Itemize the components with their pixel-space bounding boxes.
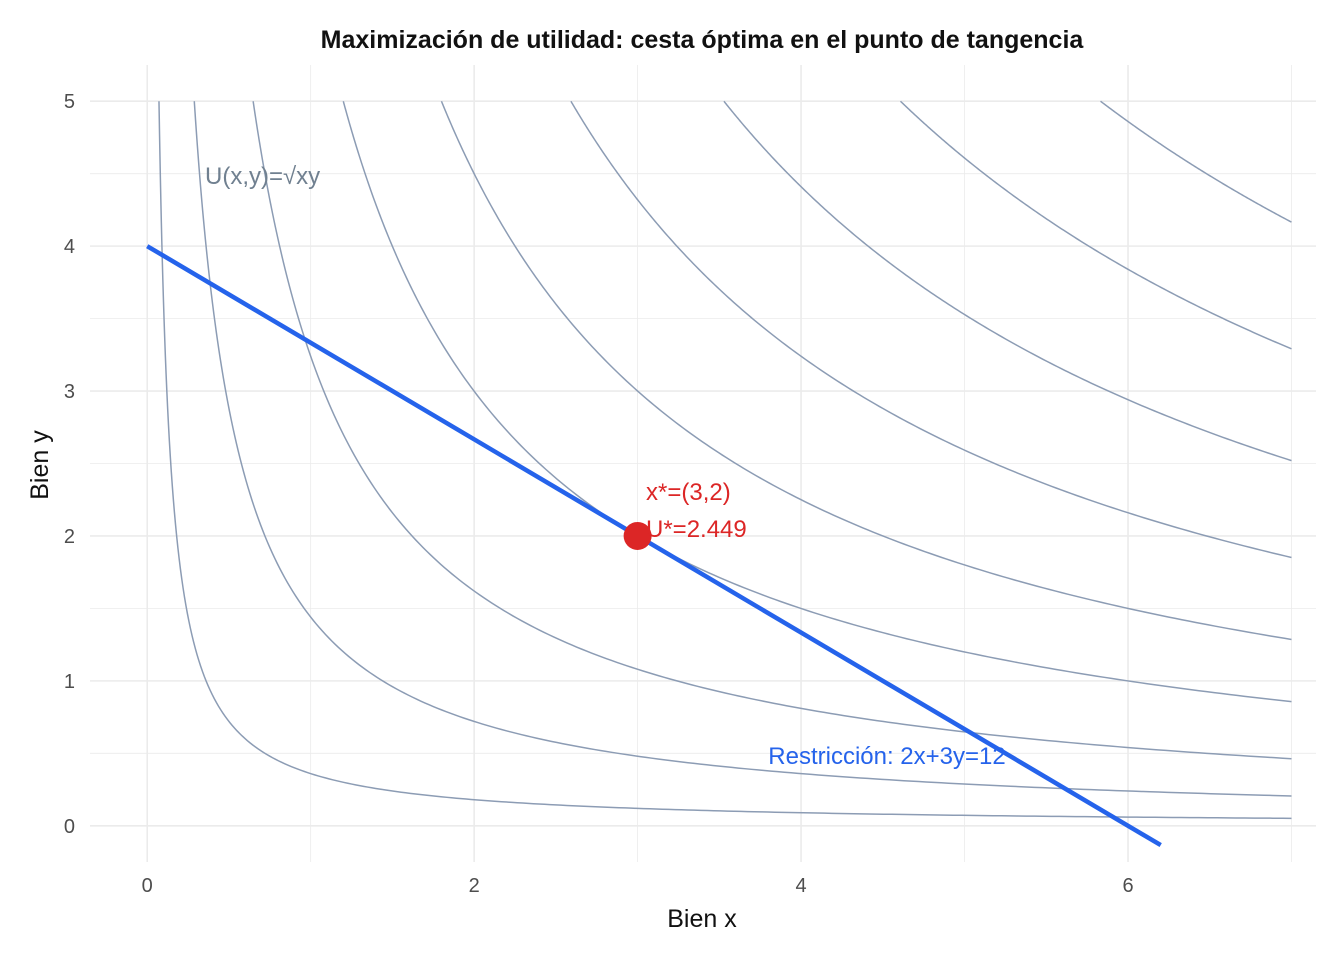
indifference-curve: [440, 100, 1292, 641]
indifference-curve: [342, 100, 1292, 703]
y-tick-label: 3: [64, 381, 75, 403]
x-tick-label: 0: [142, 875, 153, 897]
optimal-utility-label: U*=2.449: [646, 516, 747, 543]
indifference-curve: [723, 100, 1292, 462]
budget-constraint: [146, 244, 1162, 848]
y-tick-label: 5: [64, 91, 75, 113]
y-axis-label: Bien y: [26, 430, 54, 500]
tick-labels: 0 2 4 6 0 1 2 3 4 5: [64, 91, 1134, 897]
grid: [90, 65, 1316, 862]
x-tick-label: 4: [796, 875, 807, 897]
budget-line-label: Restricción: 2x+3y=12: [768, 743, 1005, 770]
indifference-curve: [1100, 100, 1292, 223]
indifference-curve: [899, 100, 1292, 350]
indifference-curves: [158, 100, 1292, 820]
y-tick-label: 0: [64, 816, 75, 838]
utility-formula-label: U(x,y)=√xy: [205, 163, 320, 190]
x-tick-label: 6: [1122, 875, 1133, 897]
y-tick-label: 4: [64, 236, 75, 258]
optimum-marker: [623, 521, 652, 550]
indifference-curve: [252, 101, 1292, 760]
chart-title: Maximización de utilidad: cesta óptima e…: [321, 26, 1085, 54]
x-tick-label: 2: [469, 875, 480, 897]
optimal-bundle-label: x*=(3,2): [646, 479, 731, 506]
optimum-point: [623, 521, 652, 550]
indifference-curve: [193, 101, 1292, 797]
y-tick-label: 2: [64, 526, 75, 548]
budget-line: [146, 244, 1162, 848]
x-axis-label: Bien x: [667, 905, 737, 933]
indifference-curve: [570, 100, 1292, 559]
y-tick-label: 1: [64, 671, 75, 693]
indifference-curve: [158, 101, 1292, 820]
